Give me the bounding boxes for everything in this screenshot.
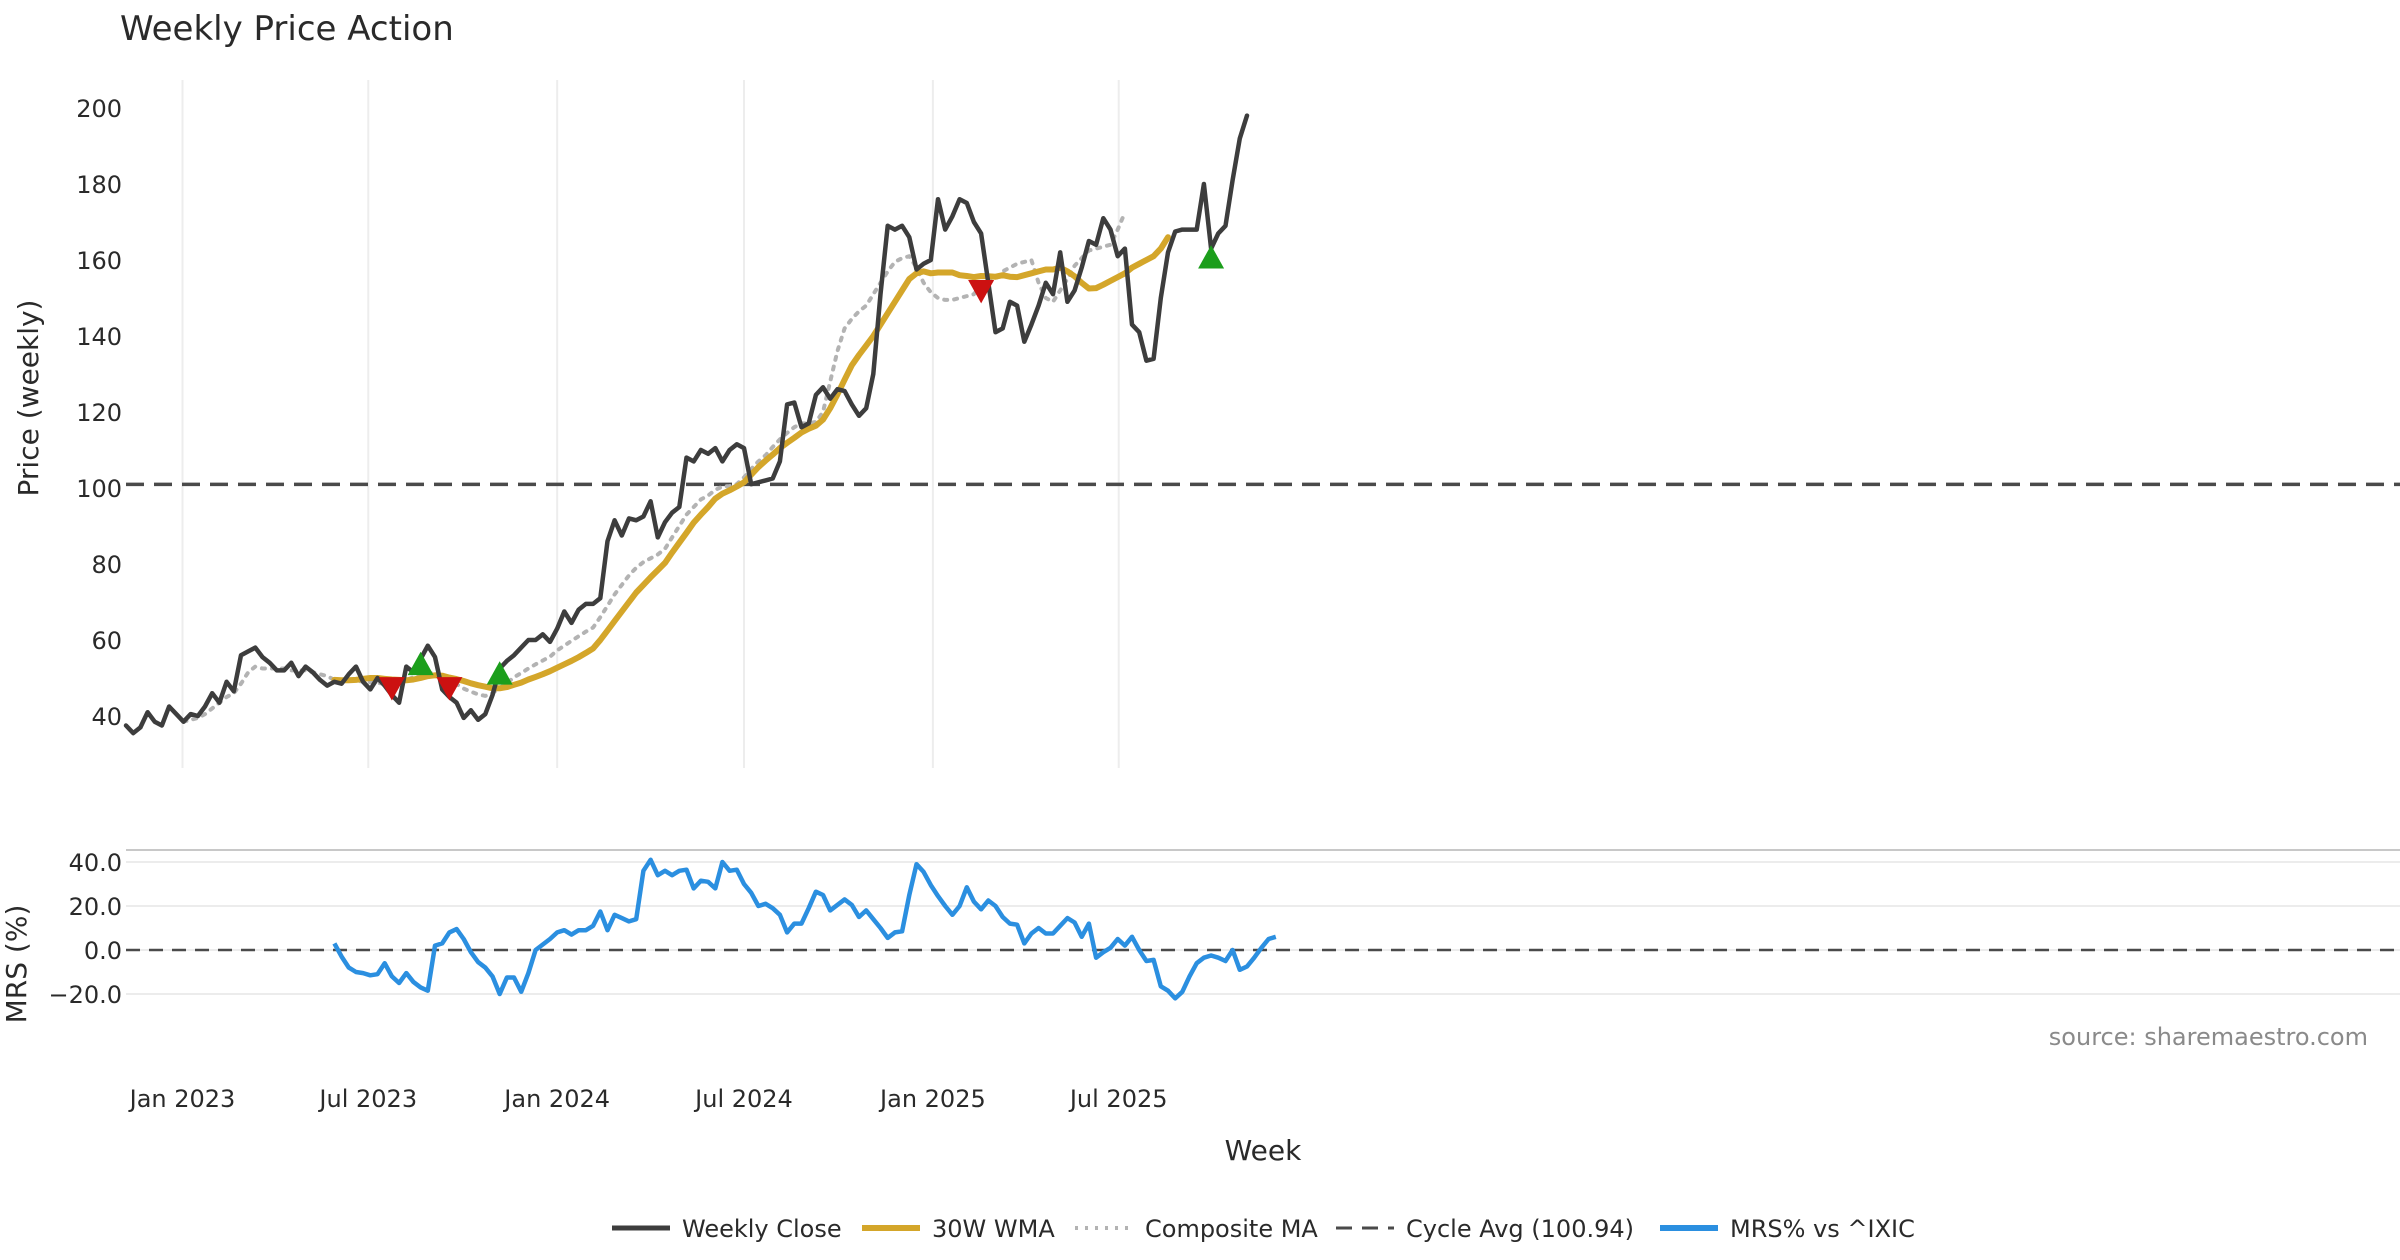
- buy-signal-marker: [407, 651, 434, 676]
- sell-signal-marker: [436, 677, 463, 701]
- legend-item: Weekly Close: [612, 1215, 842, 1243]
- x-axis-ticks: Jan 2023 Jul 2023 Jan 2024 Jul 2024 Jan 2025…: [128, 1085, 1168, 1113]
- price-y-axis-label: Price (weekly): [12, 300, 45, 497]
- price-panel: 40 60 80 100 120 140 160 180 200 Price (weekly): [12, 80, 2400, 768]
- price-series-group: [123, 113, 2400, 736]
- mrs-series-group: [332, 857, 1277, 1001]
- x-tick-label: Jul 2024: [693, 1085, 793, 1113]
- weekly-close-line: [123, 113, 1250, 736]
- y-tick-label: 100: [76, 475, 122, 503]
- legend-label: Weekly Close: [682, 1215, 842, 1243]
- y-tick-label: 180: [76, 171, 122, 199]
- legend-label: Composite MA: [1145, 1215, 1318, 1243]
- mrs-y-gridlines: [126, 861, 2400, 995]
- x-tick-label: Jul 2023: [317, 1085, 417, 1113]
- y-tick-label: 160: [76, 247, 122, 275]
- y-tick-label: 140: [76, 323, 122, 351]
- legend-item: Composite MA: [1075, 1215, 1318, 1243]
- x-axis-label: Week: [1225, 1134, 1302, 1167]
- legend-label: 30W WMA: [932, 1215, 1055, 1243]
- y-tick-label: 60: [91, 627, 122, 655]
- mrs-y-axis: 40.0 20.0 0.0 −20.0: [48, 849, 122, 1009]
- signal-markers: [378, 245, 1225, 701]
- wma-30w-line: [331, 234, 1171, 692]
- y-tick-label: 80: [91, 551, 122, 579]
- y-tick-label: 120: [76, 399, 122, 427]
- chart-title: Weekly Price Action: [120, 9, 454, 49]
- buy-signal-marker: [1198, 245, 1225, 269]
- y-tick-label: 40.0: [69, 849, 122, 877]
- price-x-gridlines: [181, 80, 1120, 768]
- mrs-line: [332, 857, 1277, 1001]
- x-tick-label: Jan 2024: [502, 1085, 610, 1113]
- y-tick-label: 20.0: [69, 893, 122, 921]
- x-tick-label: Jul 2025: [1068, 1085, 1168, 1113]
- buy-signal-marker: [486, 661, 513, 685]
- sell-signal-marker: [968, 280, 995, 304]
- legend-item: 30W WMA: [862, 1215, 1055, 1243]
- sell-signal-marker: [378, 677, 405, 701]
- x-tick-label: Jan 2025: [878, 1085, 986, 1113]
- x-tick-label: Jan 2023: [128, 1085, 236, 1113]
- y-tick-label: 200: [76, 95, 122, 123]
- y-tick-label: 0.0: [84, 937, 122, 965]
- legend-label: MRS% vs ^IXIC: [1730, 1215, 1915, 1243]
- legend-item: MRS% vs ^IXIC: [1660, 1215, 1915, 1243]
- legend: Weekly Close 30W WMA Composite MA Cycle Avg…: [612, 1215, 1915, 1243]
- y-tick-label: −20.0: [48, 981, 122, 1009]
- source-label: source: sharemaestro.com: [2049, 1023, 2368, 1051]
- mrs-y-axis-label: MRS (%): [0, 905, 33, 1024]
- price-y-axis: 40 60 80 100 120 140 160 180 200: [76, 95, 122, 731]
- legend-item: Cycle Avg (100.94): [1336, 1215, 1634, 1243]
- legend-label: Cycle Avg (100.94): [1406, 1215, 1634, 1243]
- y-tick-label: 40: [91, 703, 122, 731]
- mrs-panel: 40.0 20.0 0.0 −20.0 MRS (%) source: sharema…: [0, 849, 2400, 1051]
